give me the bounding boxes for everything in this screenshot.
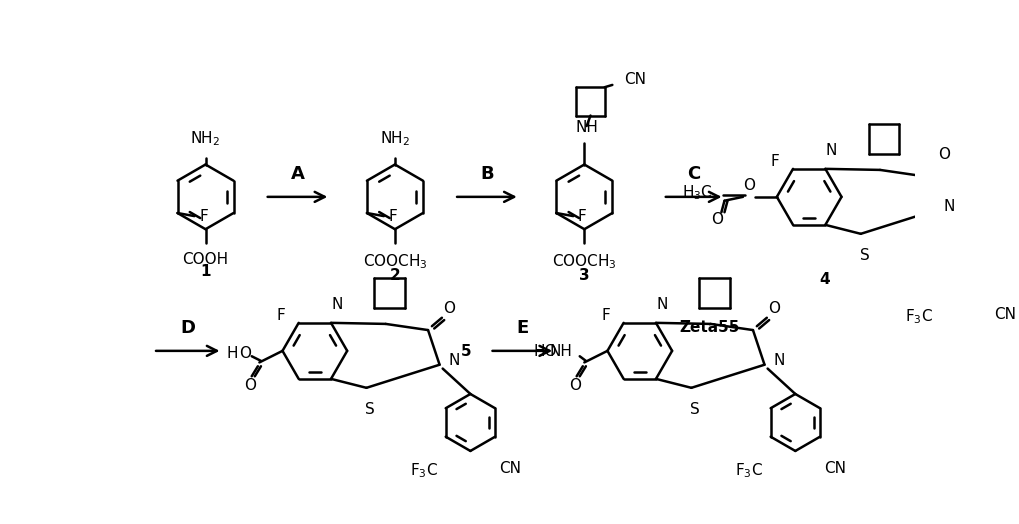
Text: NH$_2$: NH$_2$ xyxy=(191,129,220,148)
Text: S: S xyxy=(859,248,868,263)
Text: 1: 1 xyxy=(200,264,211,279)
Text: N: N xyxy=(331,297,342,312)
Text: O: O xyxy=(743,178,754,193)
Text: S: S xyxy=(365,402,375,417)
Text: F: F xyxy=(276,308,284,323)
Text: H: H xyxy=(226,346,237,361)
Text: 3: 3 xyxy=(579,268,589,283)
Text: N: N xyxy=(825,143,837,158)
Text: CN: CN xyxy=(499,461,521,476)
Text: N: N xyxy=(773,353,785,368)
Text: N: N xyxy=(656,297,667,312)
Text: COOCH$_3$: COOCH$_3$ xyxy=(551,252,616,271)
Text: NH$_2$: NH$_2$ xyxy=(379,129,410,148)
Text: F$_3$C: F$_3$C xyxy=(904,307,931,326)
Text: O: O xyxy=(936,147,949,162)
Text: A: A xyxy=(290,165,304,183)
Text: O: O xyxy=(710,212,722,227)
Text: F: F xyxy=(199,209,208,224)
Text: O: O xyxy=(767,301,780,316)
Text: F$_3$C: F$_3$C xyxy=(410,461,438,479)
Text: F: F xyxy=(388,209,396,224)
Text: H$_3$C: H$_3$C xyxy=(682,183,712,202)
Text: 2: 2 xyxy=(389,268,399,283)
Text: O: O xyxy=(239,346,252,361)
Text: 4: 4 xyxy=(818,272,829,287)
Text: O: O xyxy=(244,378,256,393)
Text: O: O xyxy=(443,301,455,316)
Text: O: O xyxy=(569,378,581,393)
Text: C: C xyxy=(687,165,700,183)
Text: F: F xyxy=(600,308,609,323)
Text: Zeta55: Zeta55 xyxy=(679,320,739,335)
Text: E: E xyxy=(516,319,528,337)
Text: COOCH$_3$: COOCH$_3$ xyxy=(362,252,427,271)
Text: CN: CN xyxy=(823,461,846,476)
Text: D: D xyxy=(180,319,195,337)
Text: CN: CN xyxy=(624,72,645,87)
Text: N: N xyxy=(943,199,954,214)
Text: B: B xyxy=(480,165,493,183)
Text: CN: CN xyxy=(993,307,1015,322)
Text: NH: NH xyxy=(549,344,573,359)
Text: F$_3$C: F$_3$C xyxy=(735,461,762,479)
Text: S: S xyxy=(690,402,699,417)
Text: NH: NH xyxy=(575,121,597,135)
Text: 5: 5 xyxy=(461,344,472,359)
Text: COOH: COOH xyxy=(182,252,228,267)
Text: F: F xyxy=(578,209,586,224)
Text: F: F xyxy=(769,154,779,169)
Text: N: N xyxy=(448,353,460,368)
Text: HO: HO xyxy=(533,344,556,359)
